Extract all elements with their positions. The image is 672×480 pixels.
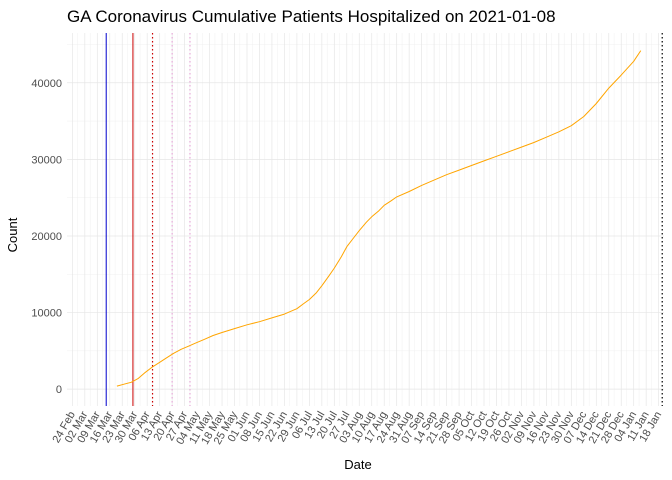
y-tick-label: 30000 — [31, 154, 62, 166]
x-axis-label: Date — [344, 457, 371, 472]
series-layer — [116, 50, 642, 387]
y-tick-label: 40000 — [31, 78, 62, 90]
y-tick-label: 0 — [56, 384, 62, 396]
grid — [67, 33, 664, 406]
series-line — [116, 50, 642, 387]
y-tick-label: 10000 — [31, 308, 62, 320]
y-axis-label: Count — [5, 217, 20, 252]
y-axis-ticks: 0 10000 20000 30000 40000 — [31, 78, 62, 396]
reference-lines — [105, 33, 663, 406]
chart-title: GA Coronavirus Cumulative Patients Hospi… — [67, 7, 556, 26]
y-tick-label: 20000 — [31, 231, 62, 243]
